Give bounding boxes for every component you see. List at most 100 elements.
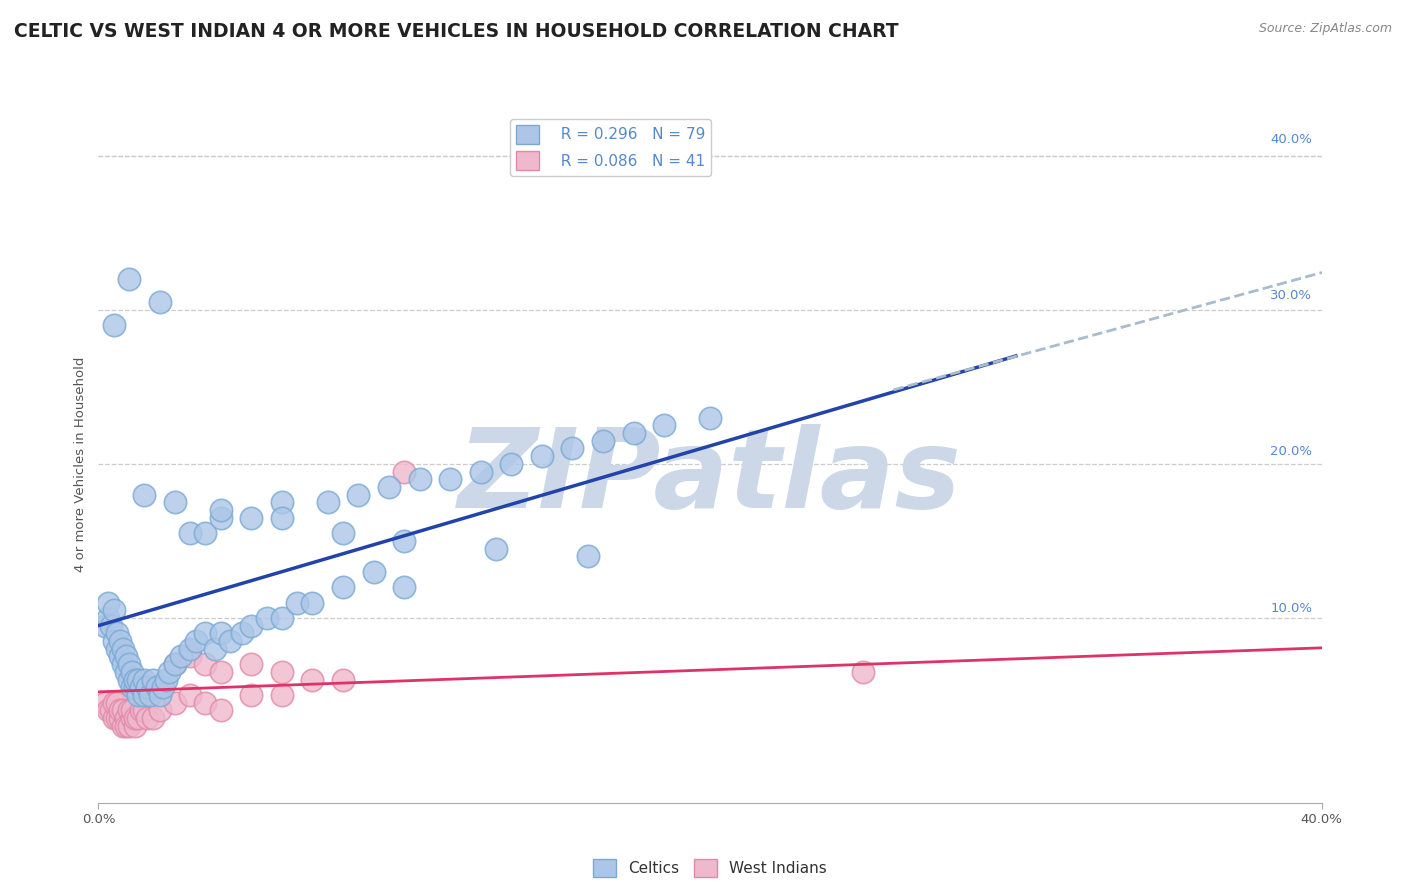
Point [614,420,637,434]
Point [274,490,297,504]
Point [225,662,247,676]
Point [188,701,211,715]
Point [219,279,242,293]
Point [478,458,501,473]
Point [274,498,297,512]
Point [382,662,405,676]
Point [188,708,211,723]
Point [188,639,211,653]
Point [179,701,201,715]
Legend: Celtics, West Indians: Celtics, West Indians [598,845,844,876]
Point [173,599,195,614]
Point [260,514,283,528]
Point [260,615,283,630]
Text: CELTIC VS WEST INDIAN 4 OR MORE VEHICLES IN HOUSEHOLD CORRELATION CHART: CELTIC VS WEST INDIAN 4 OR MORE VEHICLES… [14,22,898,41]
Point [505,451,527,466]
Point [184,639,207,653]
Point [191,708,214,723]
Point [342,583,364,598]
Point [205,693,228,707]
Point [356,662,378,676]
Point [214,701,236,715]
Point [200,678,222,692]
Point [197,670,219,684]
Point [211,678,233,692]
Point [328,678,350,692]
Point [301,607,323,622]
Point [328,599,350,614]
Point [281,623,304,637]
Point [274,615,297,630]
Point [202,670,225,684]
Text: ZIPatlas: ZIPatlas [468,410,973,517]
Point [238,639,260,653]
Point [274,693,297,707]
Point [194,693,217,707]
Point [197,708,219,723]
Point [301,498,323,512]
Point [181,615,204,630]
Point [533,443,555,458]
Point [197,701,219,715]
Point [382,568,405,582]
Point [292,615,315,630]
Point [173,583,195,598]
Point [586,427,609,442]
Point [328,654,350,668]
Point [409,552,432,567]
Point [232,685,254,699]
Point [560,435,582,450]
Point [519,529,541,543]
Point [301,678,323,692]
Point [246,514,269,528]
Point [197,662,219,676]
Point [437,568,460,582]
Point [396,475,419,489]
Point [173,693,195,707]
Point [246,678,269,692]
Point [179,685,201,699]
Point [260,685,283,699]
Point [181,631,204,645]
Point [181,701,204,715]
Point [208,701,231,715]
Point [246,639,269,653]
Point [217,670,239,684]
Point [301,646,323,660]
Point [219,678,242,692]
Point [191,646,214,660]
Point [181,685,204,699]
Text: Source: ZipAtlas.com: Source: ZipAtlas.com [1258,22,1392,36]
Point [423,467,446,481]
Point [274,654,297,668]
Point [191,256,214,270]
Point [219,693,242,707]
Point [246,631,269,645]
Point [194,654,217,668]
Point [186,646,209,660]
Point [600,537,623,551]
Point [845,654,868,668]
Point [222,670,245,684]
Point [202,693,225,707]
Point [186,693,209,707]
Point [328,498,350,512]
Point [437,521,460,535]
Point [356,583,378,598]
Point [641,412,664,426]
Point [170,607,193,622]
Point [232,646,254,660]
Point [184,693,207,707]
Point [328,483,350,497]
Point [186,631,209,645]
Point [200,662,222,676]
Point [437,451,460,466]
Point [208,670,231,684]
Point [232,483,254,497]
Point [315,599,337,614]
Point [205,475,228,489]
Point [232,646,254,660]
Point [368,483,391,497]
Y-axis label: 4 or more Vehicles in Household: 4 or more Vehicles in Household [75,343,87,558]
Point [179,591,201,606]
